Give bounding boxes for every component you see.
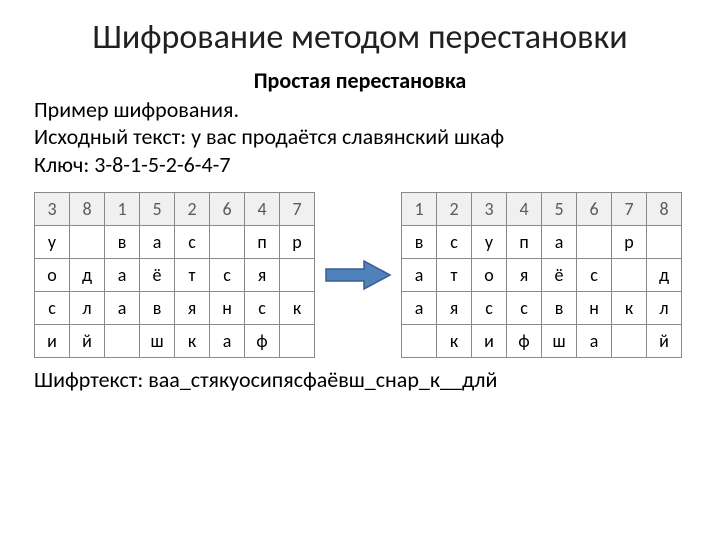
table-row: ий шкаф (35, 325, 315, 358)
table-cell (210, 226, 245, 259)
table-cell: я (507, 259, 542, 292)
table-cell: с (245, 292, 280, 325)
table-cell: р (612, 226, 647, 259)
table-cell: р (280, 226, 315, 259)
table-cell: к (612, 292, 647, 325)
left-table: 38152647уваспродаётсяславянскийшкаф (34, 192, 315, 358)
table-cell: а (402, 292, 437, 325)
table-cell: ё (140, 259, 175, 292)
table-cell: я (437, 292, 472, 325)
table-cell: т (175, 259, 210, 292)
table-cell: а (105, 292, 140, 325)
table-cell: я (175, 292, 210, 325)
table-cell: п (245, 226, 280, 259)
table-header-cell: 5 (140, 193, 175, 226)
table-cell: л (70, 292, 105, 325)
table-header-cell: 2 (175, 193, 210, 226)
table-header-cell: 3 (35, 193, 70, 226)
table-cell: в (402, 226, 437, 259)
table-row: аяссвнкл (402, 292, 682, 325)
table-cell: а (577, 325, 612, 358)
slide-subtitle: Простая перестановка (34, 67, 686, 94)
slide-title: Шифрование методом перестановки (34, 18, 686, 59)
table-cell: д (70, 259, 105, 292)
ciphertext: Шифртекст: ваа_стякуосипясфаёвш_снар_к__… (34, 366, 686, 393)
table-header-cell: 1 (105, 193, 140, 226)
table-cell (402, 325, 437, 358)
table-header-cell: 8 (647, 193, 682, 226)
table-cell: с (175, 226, 210, 259)
table-cell: с (35, 292, 70, 325)
table-cell: в (542, 292, 577, 325)
table-cell: й (70, 325, 105, 358)
table-cell: ё (542, 259, 577, 292)
table-cell: ф (507, 325, 542, 358)
table-cell: в (140, 292, 175, 325)
table-cell (612, 259, 647, 292)
table-header-cell: 1 (402, 193, 437, 226)
tables-row: 38152647уваспродаётсяславянскийшкаф 1234… (34, 192, 686, 358)
table-cell: д (647, 259, 682, 292)
table-cell: л (647, 292, 682, 325)
table-cell: н (577, 292, 612, 325)
key-text: Ключ: 3-8-1-5-2-6-4-7 (34, 151, 686, 179)
table-cell: к (175, 325, 210, 358)
table-cell: я (245, 259, 280, 292)
table-header-cell: 2 (437, 193, 472, 226)
table-header-cell: 8 (70, 193, 105, 226)
table-cell (612, 325, 647, 358)
table-cell: у (35, 226, 70, 259)
table-row: всупа р (402, 226, 682, 259)
table-cell: и (472, 325, 507, 358)
table-cell: ф (245, 325, 280, 358)
table-cell: й (647, 325, 682, 358)
table-cell: в (105, 226, 140, 259)
table-cell: к (280, 292, 315, 325)
table-cell: с (507, 292, 542, 325)
table-cell: а (542, 226, 577, 259)
table-row: у вас пр (35, 226, 315, 259)
table-cell: о (35, 259, 70, 292)
table-cell: а (105, 259, 140, 292)
right-table: 12345678всупаратояёсдаяссвнклкифшай (401, 192, 682, 358)
table-cell: с (210, 259, 245, 292)
table-row: славянск (35, 292, 315, 325)
table-cell (577, 226, 612, 259)
table-cell: ш (542, 325, 577, 358)
table-header-cell: 7 (280, 193, 315, 226)
table-cell: с (437, 226, 472, 259)
table-row: одаётся (35, 259, 315, 292)
table-cell: к (437, 325, 472, 358)
table-cell (105, 325, 140, 358)
table-cell: и (35, 325, 70, 358)
table-header-cell: 6 (210, 193, 245, 226)
table-cell: н (210, 292, 245, 325)
table-row: атояёс д (402, 259, 682, 292)
source-text: Исходный текст: у вас продаётся славянск… (34, 123, 686, 151)
table-cell: у (472, 226, 507, 259)
table-cell: п (507, 226, 542, 259)
table-cell (280, 259, 315, 292)
table-cell: ш (140, 325, 175, 358)
table-cell: а (140, 226, 175, 259)
table-header-cell: 5 (542, 193, 577, 226)
example-label: Пример шифрования. (34, 96, 686, 124)
table-cell: т (437, 259, 472, 292)
table-cell: с (577, 259, 612, 292)
arrow-icon (315, 258, 401, 292)
table-row: кифша й (402, 325, 682, 358)
table-header-cell: 3 (472, 193, 507, 226)
table-cell: о (472, 259, 507, 292)
table-cell (70, 226, 105, 259)
table-cell: а (402, 259, 437, 292)
table-header-cell: 4 (245, 193, 280, 226)
table-cell (647, 226, 682, 259)
table-cell: а (210, 325, 245, 358)
table-header-cell: 7 (612, 193, 647, 226)
table-cell (280, 325, 315, 358)
table-cell: с (472, 292, 507, 325)
table-header-cell: 6 (577, 193, 612, 226)
table-header-cell: 4 (507, 193, 542, 226)
